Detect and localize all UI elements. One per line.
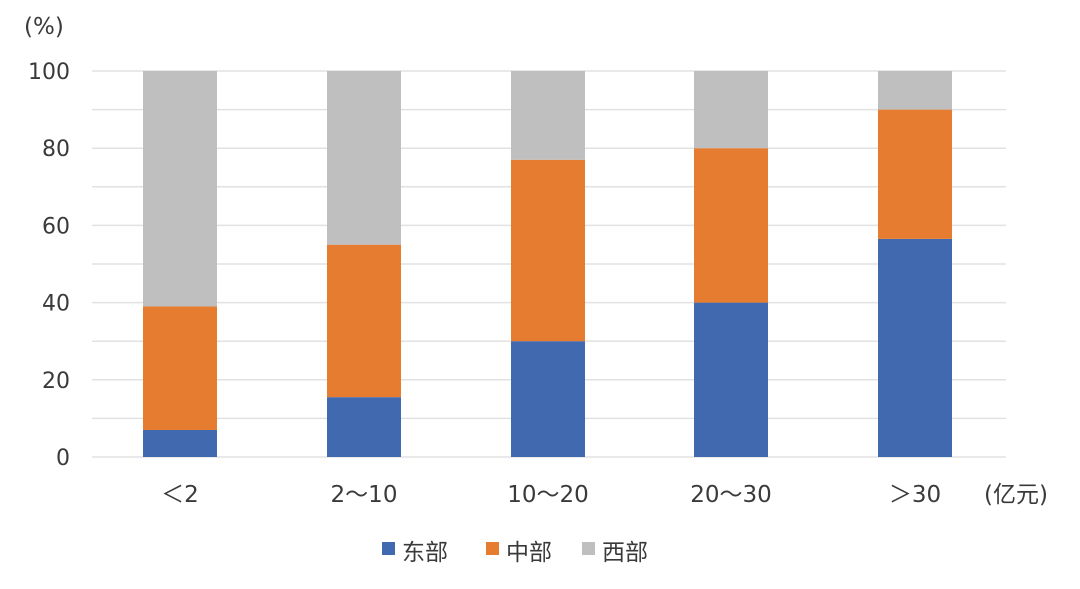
bar-segment xyxy=(327,244,401,398)
x-tick-label: ＞30 xyxy=(889,482,941,508)
legend-swatch xyxy=(382,542,395,555)
x-axis-unit-label: (亿元) xyxy=(984,482,1048,508)
x-axis-ticks: ＜2 2～10 10～20 20～30 ＞30 xyxy=(161,482,941,508)
y-axis-ticks: 0 20 40 60 80 100 xyxy=(28,60,70,471)
y-tick-label: 0 xyxy=(56,446,70,471)
bar-segment xyxy=(143,429,217,457)
y-tick-label: 40 xyxy=(42,292,70,317)
bar-segment xyxy=(327,71,401,245)
bar-segment xyxy=(511,159,585,342)
x-tick-label: 10～20 xyxy=(507,482,589,508)
bar-segment xyxy=(511,71,585,160)
legend-label: 中部 xyxy=(506,540,552,566)
x-tick-label: 2～10 xyxy=(331,482,398,508)
bar-segment xyxy=(143,71,217,307)
x-tick-label: 20～30 xyxy=(690,482,772,508)
legend: 东部 中部 西部 xyxy=(382,540,648,566)
y-axis-unit-label: (%) xyxy=(24,14,64,40)
bar-segment xyxy=(878,238,952,457)
bar-segment xyxy=(878,71,952,110)
bar-segment xyxy=(694,148,768,303)
bar-segment xyxy=(694,71,768,149)
y-tick-label: 20 xyxy=(42,369,70,394)
bar-segment xyxy=(143,306,217,430)
legend-label: 东部 xyxy=(402,540,448,566)
bar-segment xyxy=(511,341,585,457)
bar-segment xyxy=(878,109,952,239)
legend-label: 西部 xyxy=(602,540,648,566)
y-tick-label: 60 xyxy=(42,214,70,239)
y-tick-label: 100 xyxy=(28,60,70,85)
legend-swatch xyxy=(486,542,499,555)
x-tick-label: ＜2 xyxy=(161,482,199,508)
bar-segment xyxy=(327,397,401,457)
legend-swatch xyxy=(582,542,595,555)
y-tick-label: 80 xyxy=(42,137,70,162)
bars xyxy=(143,71,952,457)
bar-segment xyxy=(694,302,768,457)
